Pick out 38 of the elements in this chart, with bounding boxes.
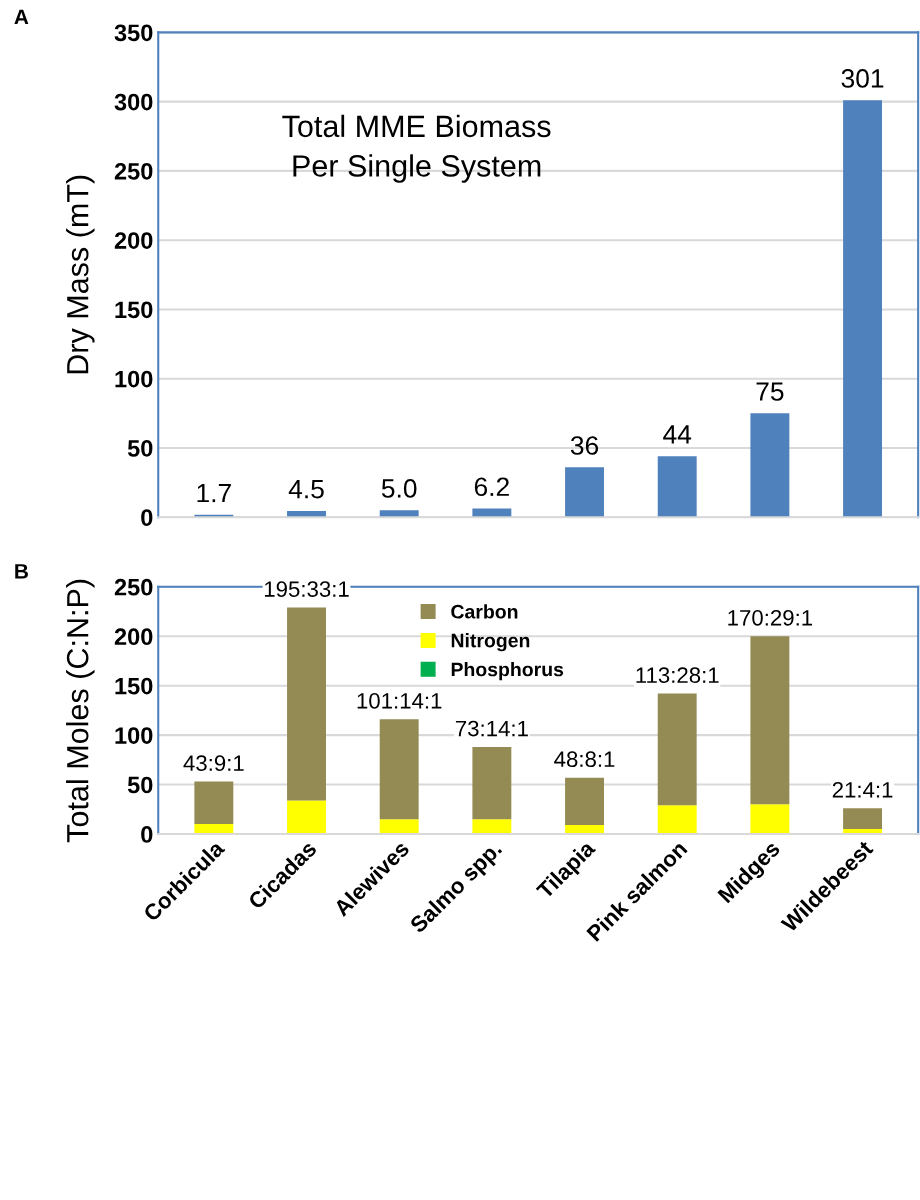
- y-tick-label: 50: [127, 440, 153, 457]
- total-label: 101:14:1: [357, 692, 442, 709]
- y-tick-label: 150: [115, 301, 153, 319]
- y-tick-label: 0: [141, 826, 153, 843]
- y-tick-label: 0: [141, 509, 153, 526]
- total-label: 48:8:1: [554, 751, 615, 768]
- data-label: 4.5: [288, 480, 324, 499]
- y-axis-title: Dry Mass (mT): [66, 175, 95, 374]
- y-axis-title: Total Moles (C:N:P): [66, 579, 95, 843]
- y-tick-label: 100: [115, 727, 153, 744]
- total-label: 73:14:1: [455, 720, 528, 737]
- y-tick-label: 50: [127, 776, 153, 794]
- total-label: 43:9:1: [183, 755, 244, 772]
- total-label: 170:29:1: [728, 609, 813, 626]
- chart-title: B: [15, 564, 28, 579]
- y-tick-label: 350: [114, 24, 153, 42]
- y-tick-label: 150: [115, 677, 153, 695]
- data-label: 44: [663, 425, 692, 444]
- data-label: 1.7: [197, 483, 231, 503]
- data-label: 36: [570, 436, 599, 455]
- y-tick-label: 250: [114, 162, 153, 180]
- y-tick-label: 250: [114, 578, 153, 596]
- legend-label: Carbon: [451, 604, 518, 619]
- legend-label: Nitrogen: [451, 633, 530, 652]
- data-label: 6.2: [474, 477, 509, 497]
- y-tick-label: 200: [114, 628, 153, 646]
- y-tick-label: 300: [114, 93, 153, 111]
- chart-title: A: [14, 9, 29, 25]
- y-tick-label: 100: [115, 370, 153, 388]
- legend-label: Phosphorus: [451, 662, 564, 681]
- annotation: Total MME Biomass Per Single System: [282, 114, 551, 183]
- data-label: 301: [841, 69, 884, 88]
- total-label: 113:28:1: [636, 667, 719, 684]
- data-label: 75: [756, 382, 784, 401]
- total-label: 195:33:1: [264, 581, 349, 597]
- data-label: 5.0: [381, 479, 417, 498]
- y-tick-label: 200: [114, 232, 153, 249]
- total-label: 21:4:1: [832, 781, 893, 798]
